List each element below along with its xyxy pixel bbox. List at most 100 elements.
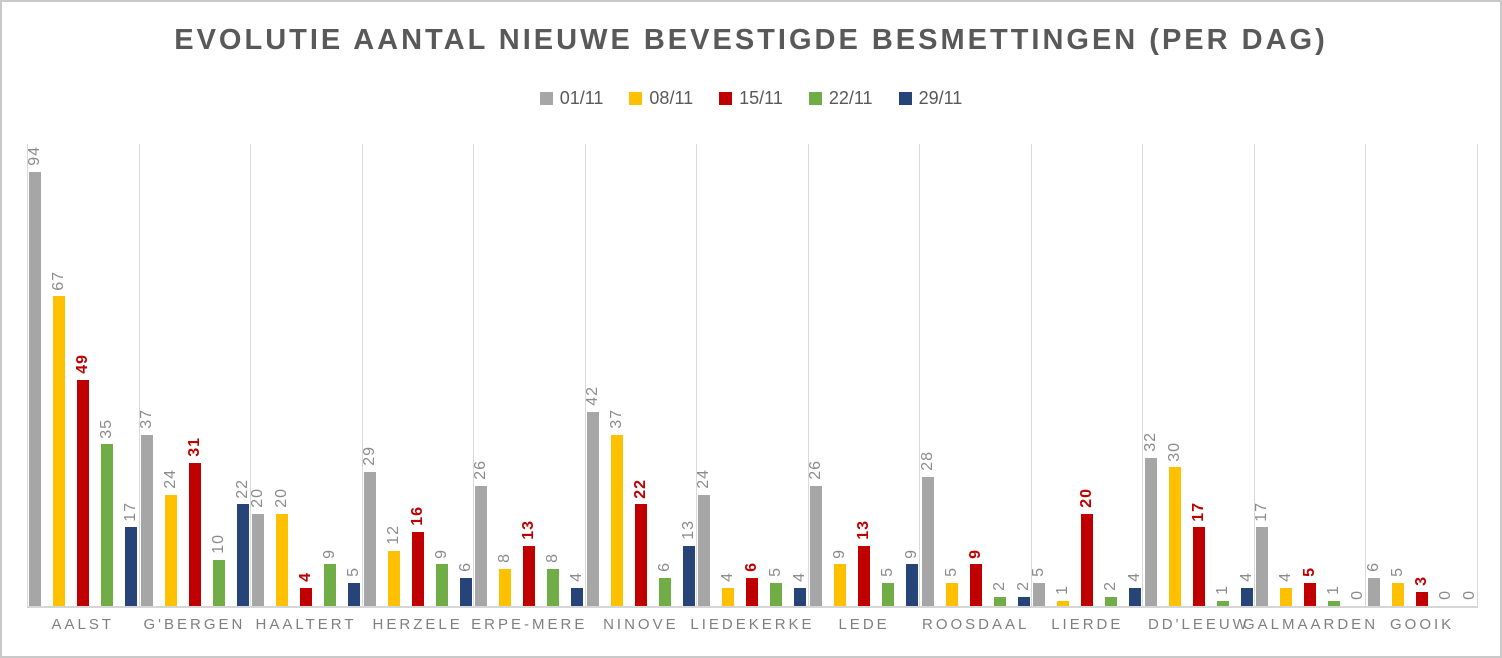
bar-column: 1 bbox=[1213, 144, 1231, 606]
bar-value-label: 4 bbox=[297, 571, 315, 582]
bar bbox=[921, 476, 934, 606]
bar bbox=[905, 564, 918, 606]
bar-column: 13 bbox=[520, 144, 537, 606]
bar bbox=[634, 504, 647, 606]
bar bbox=[809, 485, 822, 606]
bar bbox=[252, 513, 265, 606]
bar bbox=[411, 532, 424, 606]
category-axis: AALST G'BERGEN HAALTERT HERZELE ERPE-MERE NIN… bbox=[27, 616, 1478, 633]
bar bbox=[794, 587, 807, 606]
bar-column: 0 bbox=[1349, 144, 1366, 606]
bar bbox=[698, 495, 711, 606]
category-axis-label: DD'LEEUW bbox=[1147, 616, 1250, 633]
legend-swatch-icon bbox=[539, 92, 553, 105]
legend-label: 08/11 bbox=[649, 88, 694, 108]
category-group: 32 30 17 1 4 bbox=[1142, 144, 1255, 606]
bar bbox=[1192, 527, 1205, 606]
bar-column: 13 bbox=[680, 144, 697, 606]
category-axis-label: LIEDEKERKE bbox=[690, 616, 815, 633]
bar-value-label: 17 bbox=[122, 501, 140, 522]
bar-value-label: 22 bbox=[631, 478, 649, 499]
bar-column: 6 bbox=[656, 144, 673, 606]
bar bbox=[499, 569, 512, 606]
bar-value-label: 6 bbox=[1364, 562, 1382, 573]
bar-value-label: 4 bbox=[1237, 571, 1255, 582]
bar bbox=[1017, 596, 1030, 606]
bar bbox=[857, 545, 870, 606]
bar bbox=[1057, 601, 1070, 606]
bar-column: 5 bbox=[1301, 144, 1318, 606]
bar bbox=[1391, 582, 1404, 606]
bar-column: 5 bbox=[345, 144, 363, 606]
bar bbox=[1328, 601, 1341, 606]
bar-column: 5 bbox=[879, 144, 896, 606]
bar-column: 24 bbox=[162, 144, 179, 606]
bar-column: 17 bbox=[1253, 144, 1271, 606]
legend-item: 08/11 bbox=[629, 88, 693, 109]
bar bbox=[348, 582, 361, 606]
bar-value-label: 1 bbox=[1213, 585, 1231, 596]
bar bbox=[881, 582, 894, 606]
bar-column: 6 bbox=[743, 144, 761, 606]
category-axis-label: HAALTERT bbox=[255, 616, 357, 633]
bar-value-label: 17 bbox=[1253, 501, 1271, 522]
bar-value-label: 20 bbox=[273, 487, 291, 508]
bar-value-label: 35 bbox=[98, 418, 116, 439]
bar bbox=[1216, 601, 1229, 606]
category-label-cell: G'BERGEN bbox=[139, 616, 251, 633]
category-group: 24 4 6 5 4 bbox=[695, 144, 808, 606]
bar-column: 9 bbox=[903, 144, 920, 606]
bar-column: 5 bbox=[1389, 144, 1406, 606]
category-label-cell: GOOIK bbox=[1366, 616, 1478, 633]
bar-value-label: 2 bbox=[1014, 580, 1032, 591]
bar-column: 29 bbox=[361, 144, 378, 606]
legend-label: 01/11 bbox=[559, 88, 604, 108]
bar-value-label: 28 bbox=[918, 450, 936, 471]
bar-value-label: 20 bbox=[249, 487, 267, 508]
bar-value-label: 17 bbox=[1189, 501, 1207, 522]
bar-value-label: 5 bbox=[345, 567, 363, 577]
bar bbox=[945, 582, 958, 606]
legend-swatch-icon bbox=[719, 92, 733, 105]
bar bbox=[387, 550, 400, 606]
bar bbox=[435, 564, 448, 606]
bar-value-label: 5 bbox=[942, 567, 960, 577]
category-axis-label: ROOSDAAL bbox=[922, 616, 1030, 633]
bar-value-label: 9 bbox=[432, 548, 450, 559]
category-axis-label: ERPE-MERE bbox=[471, 616, 588, 633]
category-label-cell: DD'LEEUW bbox=[1143, 616, 1255, 633]
bar-value-label: 0 bbox=[1460, 590, 1478, 600]
bar-column: 37 bbox=[137, 144, 155, 606]
bar-column: 2 bbox=[1014, 144, 1032, 606]
bar bbox=[53, 296, 66, 606]
bar-value-label: 26 bbox=[472, 460, 490, 480]
bar-value-label: 5 bbox=[1030, 567, 1048, 577]
bar-value-label: 12 bbox=[384, 524, 402, 545]
bar-column: 5 bbox=[942, 144, 960, 606]
bar-value-label: 6 bbox=[456, 562, 474, 573]
bar bbox=[1367, 578, 1380, 606]
bar-column: 4 bbox=[1277, 144, 1295, 606]
bar-column: 26 bbox=[472, 144, 490, 606]
plot-area: 94 67 49 35 17 37 24 31 10 22 20 20 4 9 5 29 12 16 9 6 26 8 13… bbox=[26, 144, 1478, 608]
bar-column: 3 bbox=[1413, 144, 1430, 606]
bar-column: 67 bbox=[50, 144, 67, 606]
category-axis-label: LIERDE bbox=[1051, 616, 1124, 633]
bar-value-label: 13 bbox=[854, 520, 872, 540]
bar-value-label: 6 bbox=[743, 562, 761, 573]
bar-column: 9 bbox=[432, 144, 450, 606]
bar-column: 32 bbox=[1142, 144, 1159, 606]
bar bbox=[125, 527, 138, 606]
bar-column: 30 bbox=[1165, 144, 1183, 606]
category-axis-label: G'BERGEN bbox=[143, 616, 246, 633]
bar bbox=[459, 578, 472, 606]
bar-value-label: 30 bbox=[1165, 441, 1183, 462]
category-axis-label: AALST bbox=[51, 616, 115, 633]
bar bbox=[658, 578, 671, 606]
bar-value-label: 4 bbox=[1277, 571, 1295, 582]
bar-value-label: 37 bbox=[137, 409, 155, 430]
bar-column: 12 bbox=[384, 144, 402, 606]
legend-swatch-icon bbox=[808, 92, 822, 105]
bar bbox=[475, 485, 488, 606]
bar-value-label: 31 bbox=[185, 436, 203, 457]
